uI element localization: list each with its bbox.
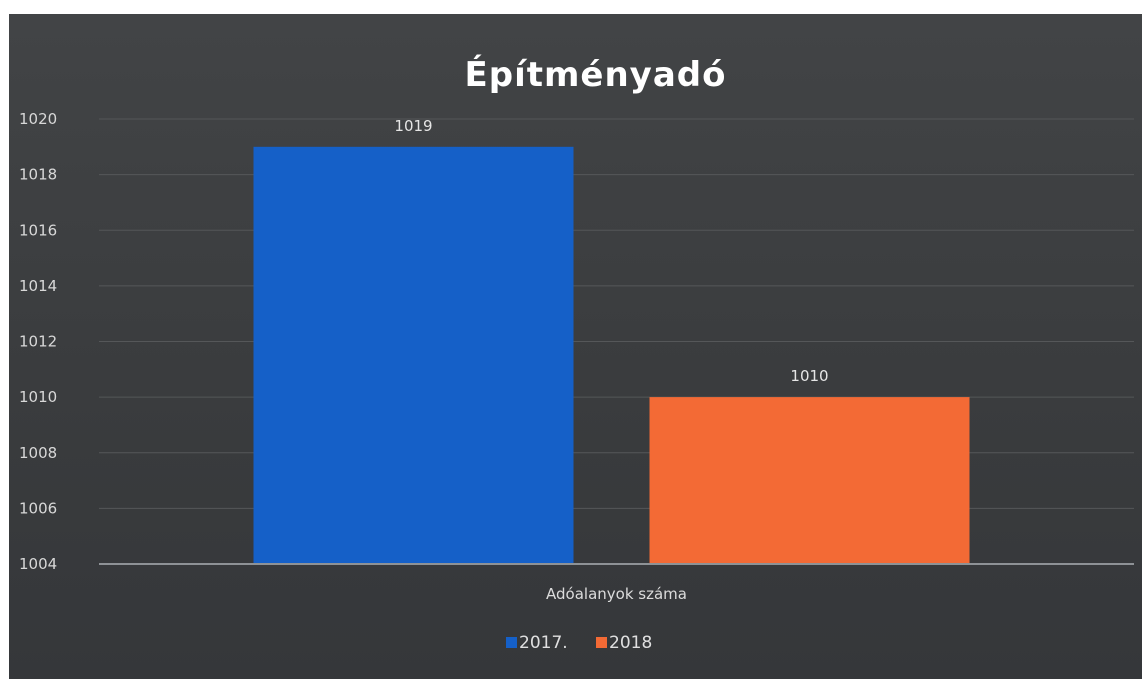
legend-swatch — [596, 637, 607, 648]
bar-2018 — [649, 397, 970, 564]
legend-label: 2018 — [609, 633, 652, 653]
y-tick-label: 1018 — [19, 166, 57, 184]
legend: 2017. 2018 — [506, 633, 652, 653]
bar-2017 — [253, 146, 574, 564]
y-tick-label: 1020 — [19, 110, 57, 128]
category-label: Adóalanyok száma — [546, 585, 687, 603]
y-tick-label: 1010 — [19, 388, 57, 406]
bar-chart: Építményadó 1004 1006 1008 1010 1012 1014 1016… — [19, 54, 1134, 653]
y-tick-label: 1012 — [19, 333, 57, 351]
data-label: 1010 — [790, 367, 828, 385]
data-label: 1019 — [394, 117, 432, 135]
y-tick-label: 1008 — [19, 444, 57, 462]
y-tick-label: 1004 — [19, 555, 57, 573]
bars — [253, 146, 970, 564]
y-tick-label: 1014 — [19, 277, 57, 295]
y-axis-ticks: 1004 1006 1008 1010 1012 1014 1016 1018 1020 — [19, 110, 57, 573]
data-labels: 1019 1010 — [394, 117, 828, 385]
chart-title: Építményadó — [465, 54, 727, 95]
chart-frame: Építményadó 1004 1006 1008 1010 1012 1014 1016… — [9, 14, 1142, 679]
legend-label: 2017. — [519, 633, 568, 653]
y-tick-label: 1016 — [19, 221, 57, 239]
y-tick-label: 1006 — [19, 499, 57, 517]
legend-swatch — [506, 637, 517, 648]
